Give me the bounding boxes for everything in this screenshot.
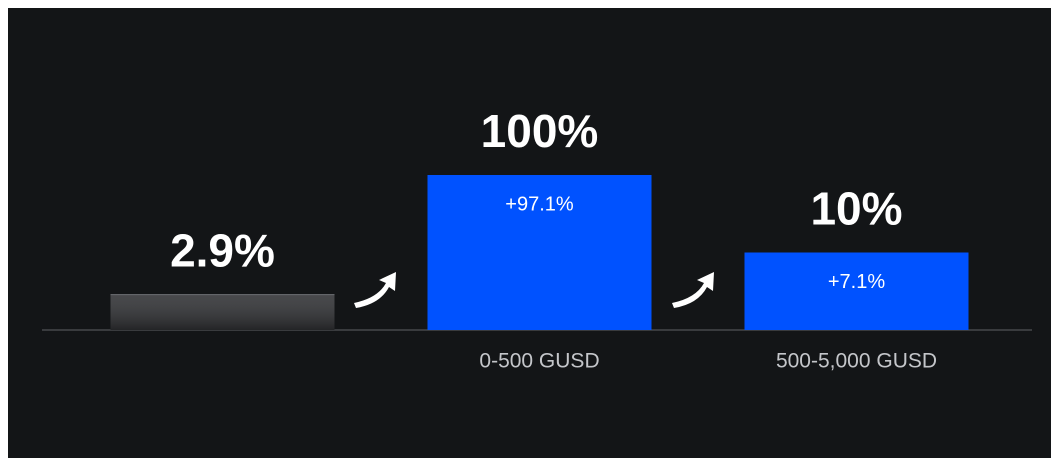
value-label: 10% — [810, 183, 902, 235]
value-label: 100% — [481, 105, 599, 157]
value-label: 2.9% — [170, 224, 275, 276]
arrow — [354, 272, 396, 308]
increase-label: +7.1% — [828, 271, 885, 293]
increase-label: +97.1% — [505, 193, 574, 215]
x-tick-label: 0-500 GUSD — [479, 350, 599, 373]
bar — [427, 175, 652, 330]
bar-shade — [110, 294, 335, 330]
x-tick-label: 500-5,000 GUSD — [776, 350, 937, 373]
arrows — [354, 272, 714, 308]
bar — [744, 252, 969, 330]
arrow — [672, 272, 714, 308]
